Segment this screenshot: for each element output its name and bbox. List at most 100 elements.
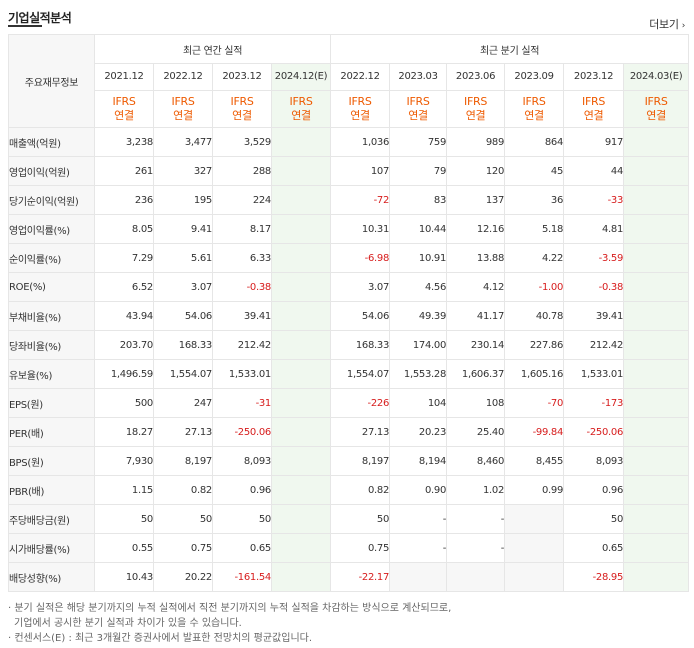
table-cell: -99.84 [504,417,565,447]
table-cell [623,301,690,331]
table-cell: -28.95 [563,562,625,592]
table-cell: 0.90 [389,475,448,505]
table-cell: 54.06 [153,301,213,331]
row-label: 매출액(억원) [8,127,95,157]
table-cell: 5.61 [153,243,213,273]
ifrs-badge: IFRS 연결 [270,89,332,129]
consolidated-label: 연결 [114,108,134,122]
table-row: 부채비율(%) 43.94 54.06 39.41 54.06 49.39 41.17 40.… [8,301,690,331]
table-cell: 1,553.28 [389,359,448,389]
note-line-3: · 컨센서스(E) : 최근 3개월간 증권사에서 발표한 전망치의 평균값입니… [8,633,313,644]
table-cell: 247 [153,388,213,418]
table-row: 영업이익(억원) 261 327 288 107 79 120 45 44 [8,156,690,186]
table-cell: 8.17 [212,214,272,244]
table-cell: 4.81 [563,214,625,244]
table-cell: 83 [389,185,448,215]
table-cell: 41.17 [446,301,506,331]
table-cell [270,156,332,186]
table-row: 매출액(억원) 3,238 3,477 3,529 1,036 759 989 864 917 [8,127,690,157]
table-cell: 0.96 [212,475,272,505]
table-cell: 174.00 [389,330,448,360]
table-cell: 989 [446,127,506,157]
table-cell: 500 [94,388,154,418]
ifrs-badge: IFRS 연결 [389,89,448,129]
table-cell: 27.13 [330,417,391,447]
table-cell: 1,554.07 [330,359,391,389]
table-cell: 10.43 [94,562,154,592]
table-cell [623,417,690,447]
table-row: 배당성향(%) 10.43 20.22 -161.54 -22.17 -28.95 [8,562,690,592]
table-row: 시가배당률(%) 0.55 0.75 0.65 0.75- -0.65 [8,533,690,563]
ifrs-label: IFRS [289,94,313,108]
table-cell [270,185,332,215]
table-cell: 0.82 [153,475,213,505]
table-cell: 39.41 [212,301,272,331]
period-header: 2022.12 [153,63,213,91]
table-cell: 10.44 [389,214,448,244]
table-cell: - [389,533,448,563]
table-cell: 0.55 [94,533,154,563]
table-cell: 50 [563,504,625,534]
table-cell: 10.91 [389,243,448,273]
period-header: 2024.12(E) [270,63,332,91]
table-cell: 50 [153,504,213,534]
table-cell: 49.39 [389,301,448,331]
consolidated-label: 연결 [646,108,666,122]
row-label: 주당배당금(원) [8,504,95,534]
table-cell [270,417,332,447]
table-cell [270,127,332,157]
table-cell: 45 [504,156,565,186]
ifrs-badge: IFRS 연결 [94,89,154,129]
chevron-right-icon: › [681,21,686,31]
note-line-2: 기업에서 공시한 분기 실적과 차이가 있을 수 있습니다. [14,618,242,629]
row-label: 시가배당률(%) [8,533,95,563]
table-cell: 1,036 [330,127,391,157]
table-cell: 3,529 [212,127,272,157]
corner-header: 주요재무정보 [8,34,95,128]
table-cell: 8,197 [153,446,213,476]
table-cell: 1.02 [446,475,506,505]
table-cell [389,562,448,592]
table-cell [623,562,690,592]
table-cell [270,272,332,302]
table-cell: 40.78 [504,301,565,331]
table-cell: 1,606.37 [446,359,506,389]
table-cell [504,562,565,592]
table-cell: 107 [330,156,391,186]
row-label: 영업이익률(%) [8,214,95,244]
table-row: 주당배당금(원) 50 50 50 50- -50 [8,504,690,534]
table-cell [446,562,506,592]
table-cell: -226 [330,388,391,418]
table-cell: 79 [389,156,448,186]
table-cell [270,243,332,273]
financial-table: 주요재무정보 최근 연간 실적 최근 분기 실적 2021.12 2022.12 2… [8,33,690,592]
table-cell: 39.41 [563,301,625,331]
table-cell: 4.22 [504,243,565,273]
table-cell: 50 [330,504,391,534]
table-cell: 8,455 [504,446,565,476]
period-header: 2023.09 [504,63,565,91]
table-cell: -72 [330,185,391,215]
table-cell: 1.15 [94,475,154,505]
table-cell: 8,093 [563,446,625,476]
table-cell: 195 [153,185,213,215]
table-cell [623,359,690,389]
table-cell: 227.86 [504,330,565,360]
more-link[interactable]: 더보기 › [649,16,685,32]
table-cell: 261 [94,156,154,186]
table-cell: 44 [563,156,625,186]
row-label: 당좌비율(%) [8,330,95,360]
ifrs-label: IFRS [464,94,488,108]
table-cell [623,388,690,418]
table-cell: 4.12 [446,272,506,302]
table-cell: 1,496.59 [94,359,154,389]
row-label: ROE(%) [8,272,95,302]
table-cell [623,214,690,244]
table-cell: 8,197 [330,446,391,476]
table-row: 당기순이익(억원) 236 195 224 -72 83 137 36 -33 [8,185,690,215]
consolidated-label: 연결 [350,108,370,122]
table-cell: -3.59 [563,243,625,273]
consolidated-label: 연결 [232,108,252,122]
row-label: 유보율(%) [8,359,95,389]
table-cell: - [446,504,506,534]
